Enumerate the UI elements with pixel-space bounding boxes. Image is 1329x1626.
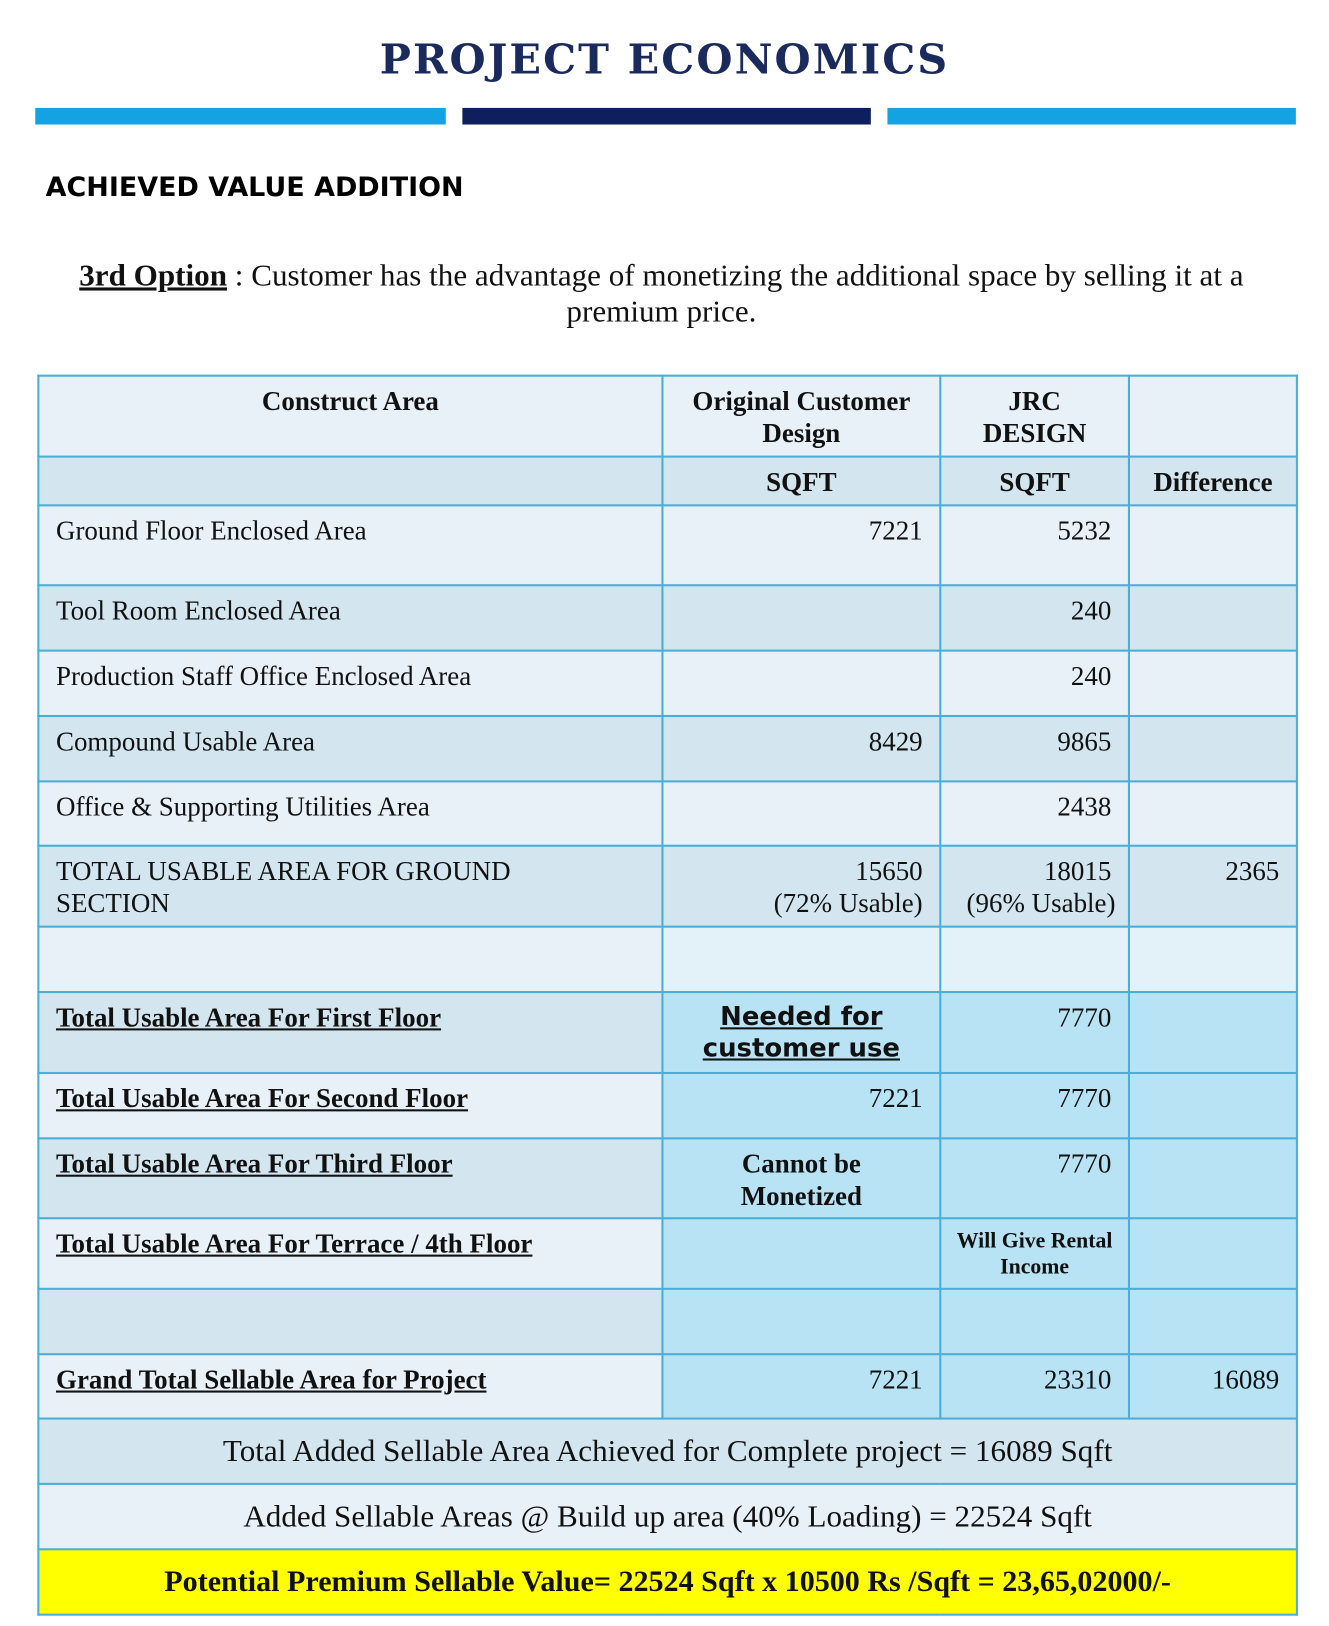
cell — [37, 925, 664, 994]
cell — [1127, 1071, 1298, 1140]
cell — [1127, 649, 1298, 718]
row-label: Total Usable Area For Second Floor — [37, 1071, 664, 1140]
cell: 23310 — [939, 1353, 1131, 1420]
cell — [661, 780, 942, 847]
header-cell: Difference — [1127, 455, 1298, 507]
cell: 5232 — [939, 504, 1131, 587]
cell: 7221 — [661, 504, 942, 587]
row-label: Tool Room Enclosed Area — [37, 584, 664, 652]
cell — [661, 1217, 942, 1290]
note: (72% Usable) — [773, 888, 923, 919]
cell: Needed for customer use — [661, 991, 942, 1075]
cell — [939, 1287, 1131, 1356]
summary-highlight: Potential Premium Sellable Value= 22524 … — [37, 1548, 1298, 1616]
cell — [1127, 780, 1298, 847]
cell — [661, 649, 942, 718]
header-cell — [37, 455, 664, 507]
intro-text: : Customer has the advantage of monetizi… — [234, 258, 1244, 329]
label: Grand Total Sellable Area for Project — [55, 1364, 487, 1395]
cell — [661, 925, 942, 994]
cell — [661, 584, 942, 652]
cell: 8429 — [661, 714, 942, 783]
cell — [1127, 1217, 1298, 1290]
cell: 7221 — [661, 1071, 942, 1140]
header-cell: Original Customer Design — [661, 374, 942, 458]
row-label: Total Usable Area For First Floor — [37, 991, 664, 1075]
row-label: Production Staff Office Enclosed Area — [37, 649, 664, 718]
row-label: Total Usable Area For Terrace / 4th Floo… — [37, 1217, 664, 1290]
cell — [1127, 1287, 1298, 1356]
cell: 7770 — [939, 1137, 1131, 1220]
header-cell: SQFT — [661, 455, 942, 507]
cell: 16089 — [1127, 1353, 1298, 1420]
cell — [1127, 991, 1298, 1075]
cell: Cannot be Monetized — [661, 1137, 942, 1220]
cell — [37, 1287, 664, 1356]
divider — [35, 107, 446, 125]
header-cell: Construct Area — [37, 374, 664, 458]
cell: 2365 — [1127, 844, 1298, 928]
cell: 7770 — [939, 1071, 1131, 1140]
value: 18015 — [1043, 856, 1112, 887]
cell: 7770 — [939, 991, 1131, 1075]
cell: 240 — [939, 584, 1131, 652]
cell: 2438 — [939, 780, 1131, 847]
cell — [1127, 584, 1298, 652]
summary: Total Added Sellable Area Achieved for C… — [37, 1417, 1298, 1485]
label: Total Usable Area For Second Floor — [55, 1083, 469, 1114]
cell: 7221 — [661, 1353, 942, 1420]
cell — [1127, 714, 1298, 783]
cell: 15650 (72% Usable) — [661, 844, 942, 928]
header-cell: SQFT — [939, 455, 1131, 507]
note: Needed for customer use — [702, 1001, 901, 1063]
cell: 240 — [939, 649, 1131, 718]
row-label: Grand Total Sellable Area for Project — [37, 1353, 664, 1420]
summary: Added Sellable Areas @ Build up area (40… — [37, 1482, 1298, 1551]
header-cell: JRC DESIGN — [939, 374, 1131, 458]
header-cell — [1127, 374, 1298, 458]
title: PROJECT ECONOMICS — [379, 35, 950, 85]
label: Total Usable Area For Third Floor — [55, 1148, 453, 1179]
cell — [939, 925, 1131, 994]
label: Total Usable Area For Terrace / 4th Floo… — [55, 1228, 533, 1259]
row-label: Office & Supporting Utilities Area — [37, 780, 664, 847]
cell — [1127, 504, 1298, 587]
row-label: TOTAL USABLE AREA FOR GROUND SECTION — [37, 844, 664, 928]
cell: Will Give Rental Income — [939, 1217, 1131, 1290]
cell — [1127, 925, 1298, 994]
note: (96% Usable) — [966, 888, 1116, 919]
divider — [887, 107, 1296, 125]
table: Construct Area Original Customer Design … — [37, 374, 1298, 1616]
row-label: Ground Floor Enclosed Area — [37, 504, 664, 587]
cell — [661, 1287, 942, 1356]
intro: 3rd Option : Customer has the advantage … — [29, 257, 1294, 330]
divider — [462, 107, 871, 125]
cell: 9865 — [939, 714, 1131, 783]
row-label: Total Usable Area For Third Floor — [37, 1137, 664, 1220]
cell — [1127, 1137, 1298, 1220]
section-title: ACHIEVED VALUE ADDITION — [45, 172, 464, 204]
row-label: Compound Usable Area — [37, 714, 664, 783]
value: 15650 — [855, 856, 923, 887]
label: Total Usable Area For First Floor — [55, 1002, 442, 1033]
cell: 18015 (96% Usable) — [939, 844, 1131, 928]
intro-label: 3rd Option — [79, 258, 228, 293]
